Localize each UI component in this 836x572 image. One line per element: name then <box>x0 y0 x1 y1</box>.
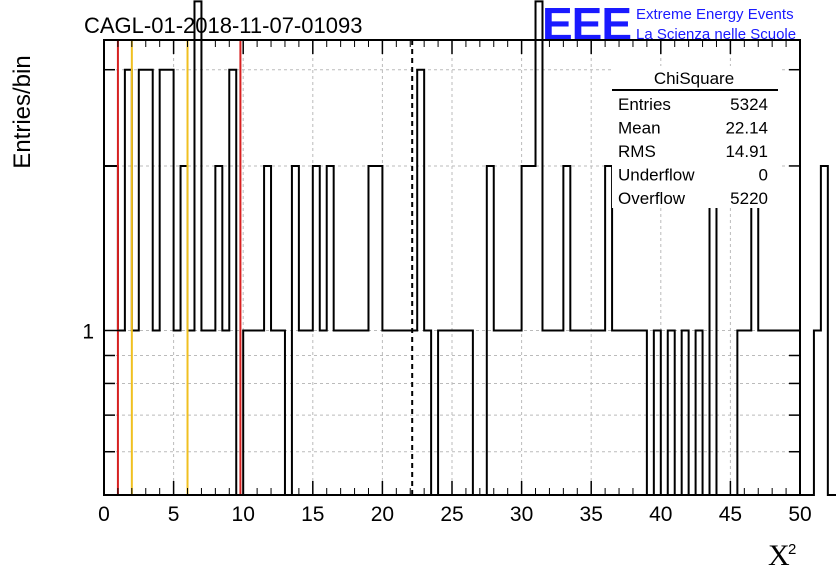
histogram-bars <box>103 0 836 496</box>
x-tick-label: 30 <box>510 503 533 526</box>
x-tick-label: 10 <box>232 503 255 526</box>
y-axis-label: Entries/bin <box>9 55 36 168</box>
x-tick-label: 35 <box>580 503 603 526</box>
stats-value: 14.91 <box>725 142 768 161</box>
logo-line-1: Extreme Energy Events <box>636 6 794 23</box>
eee-logo: EEE Extreme Energy Events La Scienza nel… <box>542 0 796 50</box>
x-tick-label: 5 <box>168 503 180 526</box>
logo-line-2: La Scienza nelle Scuole <box>636 26 796 43</box>
x-axis-label-text: X <box>768 539 790 572</box>
axis-ticks: 0 5 10 15 20 25 30 35 40 45 50 1 <box>82 40 812 526</box>
x-tick-label: 50 <box>788 503 811 526</box>
stats-box: ChiSquare Entries 5324 Mean 22.14 RMS 14.91 Un… <box>612 66 782 208</box>
stats-value: 5220 <box>730 189 768 208</box>
stats-value: 22.14 <box>725 119 768 138</box>
stats-rows: Entries 5324 Mean 22.14 RMS 14.91 Underflow 0 Ov… <box>618 95 768 208</box>
x-tick-label: 0 <box>98 503 110 526</box>
x-tick-label: 25 <box>440 503 463 526</box>
stats-value: 0 <box>759 166 768 185</box>
stats-label: Mean <box>618 119 661 138</box>
stats-label: RMS <box>618 142 656 161</box>
stats-label: Overflow <box>618 189 686 208</box>
stats-label: Underflow <box>618 166 695 185</box>
chart-title: CAGL-01-2018-11-07-01093 <box>84 13 362 38</box>
x-tick-label: 20 <box>371 503 394 526</box>
y-tick-label: 1 <box>82 320 94 343</box>
x-axis-label: X 2 <box>768 539 796 572</box>
histogram-outline <box>103 0 836 496</box>
x-tick-label: 40 <box>649 503 672 526</box>
stats-label: Entries <box>618 95 671 114</box>
stats-value: 5324 <box>730 95 768 114</box>
x-tick-label: 15 <box>301 503 324 526</box>
logo-mark: EEE <box>542 0 631 50</box>
x-tick-label: 45 <box>719 503 742 526</box>
x-axis-label-superscript: 2 <box>788 541 796 558</box>
stats-box-title: ChiSquare <box>654 69 734 88</box>
marker-lines <box>116 40 414 495</box>
